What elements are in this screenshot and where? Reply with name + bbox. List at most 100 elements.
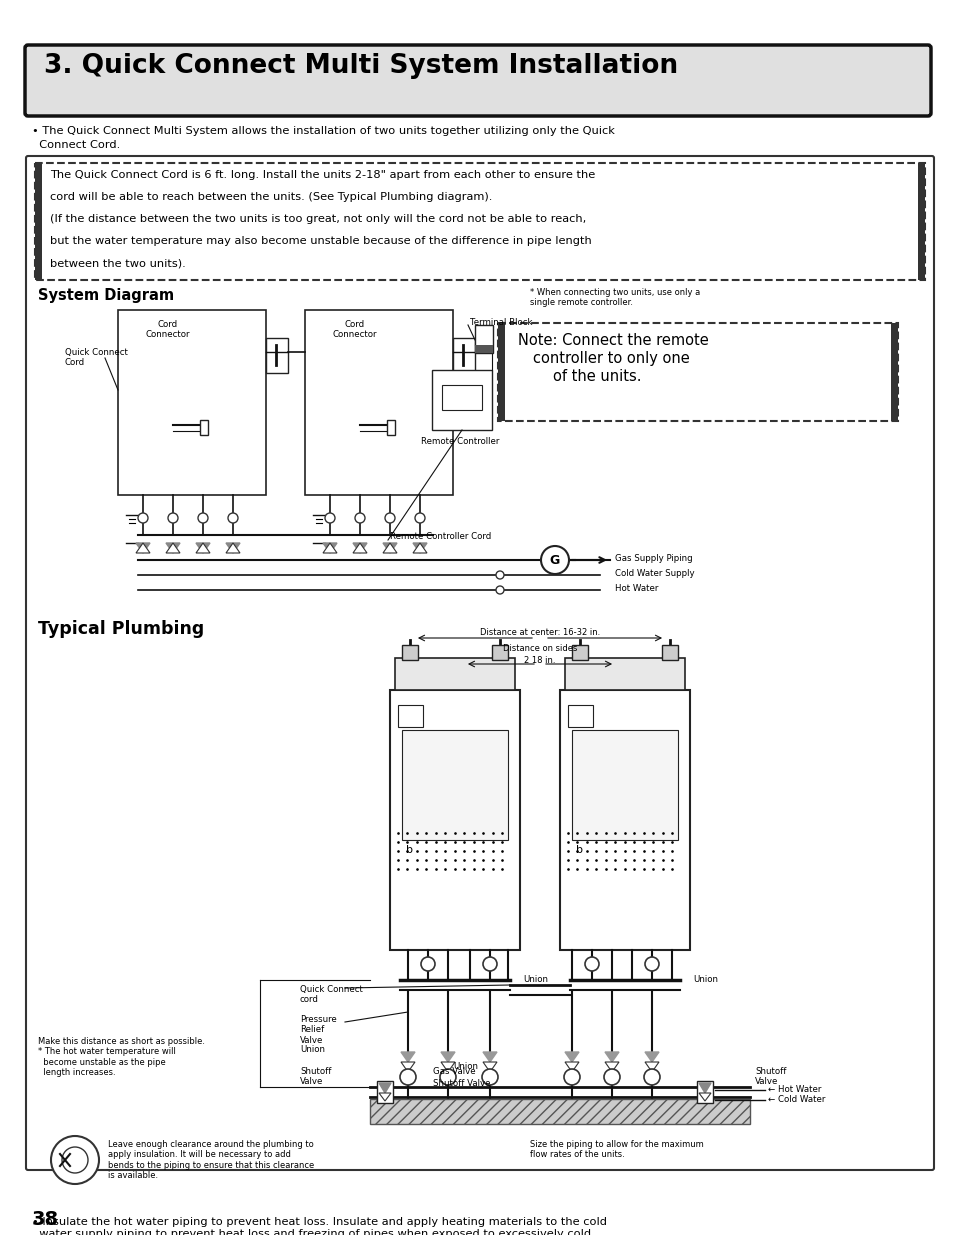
Text: cord will be able to reach between the units. (See Typical Plumbing diagram).: cord will be able to reach between the u…: [50, 191, 492, 203]
Text: Quick Connect
Cord: Quick Connect Cord: [65, 348, 128, 367]
Text: but the water temperature may also become unstable because of the difference in : but the water temperature may also becom…: [50, 236, 591, 246]
Text: Shutoff
Valve: Shutoff Valve: [299, 1067, 331, 1087]
Bar: [497, 324, 504, 421]
Bar: [376, 1081, 393, 1103]
Text: Remote Controller Cord: Remote Controller Cord: [390, 532, 491, 541]
Circle shape: [540, 546, 568, 574]
Polygon shape: [353, 543, 367, 553]
Circle shape: [481, 1070, 497, 1086]
Bar: [35, 163, 924, 280]
Polygon shape: [482, 1052, 497, 1062]
Bar: [266, 338, 288, 373]
Text: Connect Cord.: Connect Cord.: [32, 140, 120, 149]
Text: Gas Supply Piping: Gas Supply Piping: [615, 555, 692, 563]
Bar: [475, 325, 493, 353]
Bar: [567, 705, 593, 727]
Circle shape: [228, 513, 237, 522]
Text: 38: 38: [32, 1210, 59, 1229]
Text: of the units.: of the units.: [553, 369, 640, 384]
Polygon shape: [440, 1062, 455, 1072]
Polygon shape: [353, 543, 367, 553]
FancyBboxPatch shape: [25, 44, 930, 116]
Circle shape: [603, 1070, 619, 1086]
Text: Quick Connect
cord: Quick Connect cord: [299, 986, 362, 1004]
Bar: [401, 730, 507, 840]
Polygon shape: [378, 1093, 391, 1100]
Text: Shutoff
Valve: Shutoff Valve: [754, 1067, 785, 1087]
Bar: [387, 420, 395, 435]
Polygon shape: [604, 1062, 618, 1072]
Text: Terminal Block: Terminal Block: [470, 317, 532, 327]
Circle shape: [355, 513, 365, 522]
Text: Shutoff Valve: Shutoff Valve: [433, 1079, 490, 1088]
Text: Typical Plumbing: Typical Plumbing: [38, 620, 204, 638]
Circle shape: [415, 513, 424, 522]
Polygon shape: [166, 543, 180, 553]
Bar: [564, 658, 684, 690]
Polygon shape: [195, 543, 210, 553]
Polygon shape: [136, 543, 150, 553]
Polygon shape: [378, 1083, 391, 1093]
Text: Cord
Connector: Cord Connector: [333, 320, 376, 340]
Polygon shape: [136, 543, 150, 553]
Bar: [401, 645, 417, 659]
Text: Hot Water: Hot Water: [615, 584, 658, 593]
Polygon shape: [382, 543, 396, 553]
Bar: [397, 705, 422, 727]
Polygon shape: [226, 543, 240, 553]
Text: Union: Union: [299, 1045, 325, 1053]
Polygon shape: [400, 1062, 415, 1072]
Circle shape: [385, 513, 395, 522]
Text: Gas Valve: Gas Valve: [433, 1067, 476, 1076]
Circle shape: [643, 1070, 659, 1086]
Circle shape: [138, 513, 148, 522]
Text: b: b: [406, 845, 413, 855]
Text: Remote Controller: Remote Controller: [420, 437, 498, 446]
Circle shape: [496, 571, 503, 579]
Bar: [661, 645, 678, 659]
Text: System Diagram: System Diagram: [38, 288, 174, 303]
Bar: [572, 730, 678, 840]
Polygon shape: [699, 1093, 710, 1100]
Text: Cold Water Supply: Cold Water Supply: [615, 569, 694, 578]
Bar: [118, 310, 266, 495]
Circle shape: [482, 957, 497, 971]
Polygon shape: [413, 543, 427, 553]
Circle shape: [51, 1136, 99, 1184]
Text: Distance on sides: Distance on sides: [502, 643, 577, 653]
Bar: [305, 310, 453, 495]
Text: Union: Union: [692, 974, 718, 984]
Bar: [453, 338, 475, 373]
Polygon shape: [226, 543, 240, 553]
Polygon shape: [323, 543, 336, 553]
Text: 2 18 in.: 2 18 in.: [524, 656, 556, 664]
Circle shape: [168, 513, 178, 522]
Bar: [572, 645, 587, 659]
Polygon shape: [440, 1052, 455, 1062]
Text: * When connecting two units, use only a
single remote controller.: * When connecting two units, use only a …: [530, 288, 700, 308]
Polygon shape: [699, 1083, 710, 1093]
Bar: [395, 658, 515, 690]
Bar: [697, 1081, 712, 1103]
Text: Note: Connect the remote: Note: Connect the remote: [517, 333, 708, 348]
Circle shape: [198, 513, 208, 522]
Bar: [200, 420, 208, 435]
Polygon shape: [644, 1052, 659, 1062]
Bar: [559, 690, 689, 950]
Bar: [35, 163, 42, 280]
Polygon shape: [166, 543, 180, 553]
Text: Make this distance as short as possible.
* The hot water temperature will
  beco: Make this distance as short as possible.…: [38, 1037, 205, 1077]
Text: Cord
Connector: Cord Connector: [146, 320, 190, 340]
Text: Union: Union: [522, 974, 547, 984]
Polygon shape: [482, 1062, 497, 1072]
Bar: [432, 370, 492, 430]
Circle shape: [325, 513, 335, 522]
Text: Distance at center: 16-32 in.: Distance at center: 16-32 in.: [479, 629, 599, 637]
Text: (If the distance between the two units is too great, not only will the cord not : (If the distance between the two units i…: [50, 214, 586, 224]
Text: ← Cold Water: ← Cold Water: [767, 1095, 824, 1104]
Polygon shape: [564, 1062, 578, 1072]
Text: b: b: [576, 845, 583, 855]
Polygon shape: [413, 543, 427, 553]
Polygon shape: [644, 1062, 659, 1072]
Bar: [390, 690, 519, 950]
